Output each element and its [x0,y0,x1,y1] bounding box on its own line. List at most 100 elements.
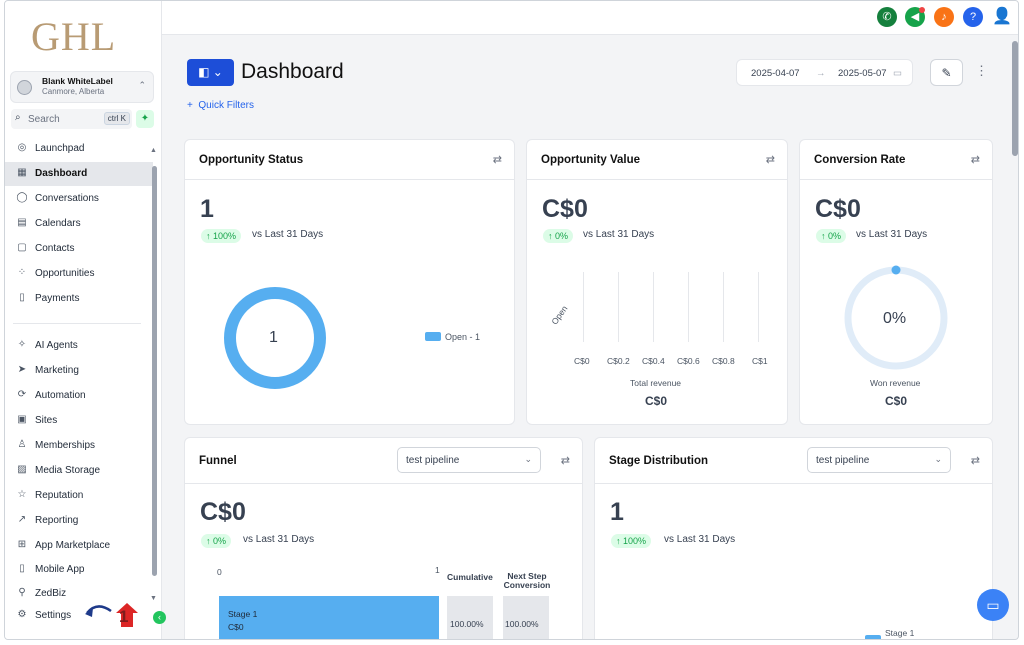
delta-badge: ↑ 0% [816,229,847,243]
comparison-text: vs Last 31 Days [856,229,928,240]
chat-bubble-icon: ◯ [16,192,28,203]
donut-center-value: 1 [269,329,278,346]
x-tick: C$0.4 [642,356,665,366]
search-bar[interactable]: ⌕ Search ctrl K [11,109,132,129]
help-icon[interactable]: ? [963,7,983,27]
sidebar-item-launchpad[interactable]: ◎ Launchpad [17,142,85,154]
sidebar-item-reputation[interactable]: ☆ Reputation [17,489,84,501]
megaphone-icon[interactable]: ◀ [905,7,925,27]
metric-value: C$0 [815,195,861,223]
gridline [653,272,654,342]
more-options-icon[interactable]: ⋮ [975,63,988,78]
arrow-right-icon: → [816,68,826,79]
avatar [17,80,32,95]
sidebar-item-conversations[interactable]: ◯ Conversations [16,192,99,204]
scroll-up-icon[interactable]: ▲ [150,147,157,154]
gear-icon: ⚙ [17,609,27,620]
card-title: Opportunity Value [541,154,641,166]
x-tick: C$0.8 [712,356,735,366]
sidebar-item-reporting[interactable]: ↗ Reporting [17,514,79,526]
date-range-picker[interactable]: 2025-04-07 → 2025-05-07 ▭ [736,59,913,86]
logo: GHL [31,14,117,59]
delta-badge: ↑ 100% [201,229,242,243]
comparison-text: vs Last 31 Days [664,534,736,545]
metric-value: C$0 [200,498,246,526]
x-tick: C$0 [574,356,590,366]
sidebar-item-calendars[interactable]: ▤ Calendars [17,217,81,229]
annotation-number: 1 [119,607,129,626]
metric-value: 1 [200,195,214,223]
total-value: C$0 [645,394,668,408]
user-avatar[interactable]: 👤 [992,8,1012,25]
chat-widget-button[interactable]: ▭ [977,589,1009,621]
edit-button[interactable]: ✎ [930,59,963,86]
funnel-bar-stage-1[interactable] [219,596,439,639]
card-header [185,438,582,484]
sidebar-item-sites[interactable]: ▣ Sites [17,414,58,426]
filter-icon[interactable]: ⇄ [970,154,980,166]
sidebar-item-contacts[interactable]: ▢ Contacts [17,242,75,254]
phone-icon[interactable]: ✆ [877,7,897,27]
metric-value: C$0 [542,195,588,223]
sidebar-item-app-marketplace[interactable]: ⊞ App Marketplace [17,539,111,551]
calendar-icon: ▭ [893,68,902,79]
collapse-sidebar-button[interactable]: ‹ [153,611,166,624]
sidebar-item-marketing[interactable]: ➤ Marketing [17,364,79,376]
delta-badge: ↑ 0% [201,534,232,548]
sidebar-item-automation[interactable]: ⟳ Automation [17,389,86,401]
annotation-arrow [85,603,138,627]
gauge-chart [844,265,948,370]
filter-icon[interactable]: ⇄ [560,455,570,467]
opportunities-icon: ⁘ [17,267,27,278]
automation-icon: ⟳ [17,389,27,400]
sidebar-item-mobile-app[interactable]: ▯ Mobile App [5,558,153,582]
sidebar-item-ai-agents[interactable]: ✧ AI Agents [17,339,78,351]
legend-label: Open - 1 [445,332,481,342]
opportunity-value-card: Opportunity Value ⇄ C$0 ↑ 0% vs Last 31 … [526,139,788,425]
y-axis-label: Open [549,303,570,327]
stage-distribution-card: Stage Distribution test pipeline ⌄ ⇄ 1 ↑ … [594,437,993,639]
cumulative-value: 100.00% [450,619,484,629]
comparison-text: vs Last 31 Days [252,229,324,240]
sidebar-scrollbar[interactable] [152,166,157,576]
card-title: Opportunity Status [199,154,304,166]
donut-slice-open[interactable] [224,287,326,389]
delta-badge: ↑ 0% [543,229,574,243]
chevron-down-icon: ⌄ [524,454,532,464]
gauge-value: 0% [883,310,907,327]
page-scrollbar[interactable] [1012,41,1018,156]
account-switcher[interactable]: Blank WhiteLabel Canmore, Alberta ⌃ [10,71,154,103]
card-header [527,140,787,180]
chevron-updown-icon: ⌃ [138,80,146,90]
x-tick: C$0.6 [677,356,700,366]
sparkle-button[interactable]: ✦ [136,110,154,128]
globe-icon: ▣ [17,414,27,425]
bell-icon[interactable]: ♪ [934,7,954,27]
pipeline-select[interactable]: test pipeline ⌄ [807,447,951,473]
filter-icon[interactable]: ⇄ [970,455,980,467]
quick-filters-link[interactable]: + Quick Filters [187,100,254,111]
filter-icon[interactable]: ⇄ [492,154,502,166]
sidebar-item-settings[interactable]: ⚙ Settings [17,609,72,621]
sidebar-item-opportunities[interactable]: ⁘ Opportunities [17,267,95,279]
sidebar-item-zedbiz[interactable]: ⚲ ZedBiz [5,582,153,606]
legend-swatch [425,332,441,341]
scroll-down-icon[interactable]: ▼ [150,595,157,602]
total-value: C$0 [885,394,908,408]
sidebar-item-dashboard[interactable]: ▦ Dashboard [5,162,153,186]
sidebar-item-memberships[interactable]: ♙ Memberships [17,439,96,451]
filter-icon[interactable]: ⇄ [765,154,775,166]
comparison-text: vs Last 31 Days [243,534,315,545]
calendar-icon: ▤ [17,217,27,228]
memberships-icon: ♙ [17,439,27,450]
sidebar: GHL Blank WhiteLabel Canmore, Alberta ⌃ … [5,1,166,639]
sidebar-item-media-storage[interactable]: ▨ Media Storage [17,464,101,476]
pipeline-select[interactable]: test pipeline ⌄ [397,447,541,473]
sidebar-item-payments[interactable]: ▯ Payments [5,287,153,311]
card-header [800,140,992,180]
conversion-rate-card: Conversion Rate ⇄ C$0 ↑ 0% vs Last 31 Da… [799,139,993,425]
phone-icon: ▯ [19,563,25,574]
image-icon: ▨ [17,464,27,475]
opportunity-status-card: Opportunity Status ⇄ 1 ↑ 100% vs Last 31… [184,139,515,425]
layout-switcher-button[interactable]: ◧ ⌄ [187,59,234,86]
